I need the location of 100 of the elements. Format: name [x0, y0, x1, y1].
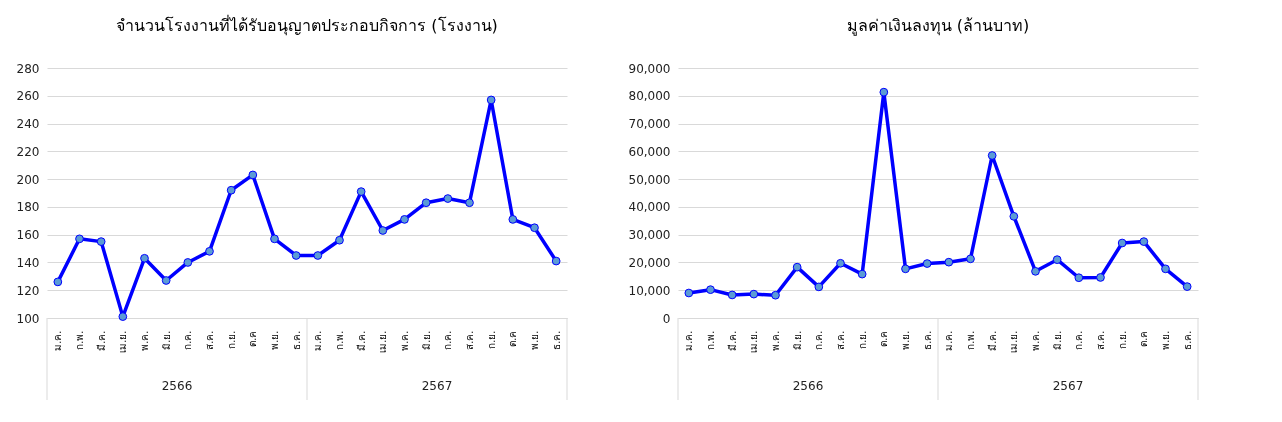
x-tick-label: ก.ค. — [182, 330, 194, 350]
y-tick-label: 30,000 — [628, 228, 671, 243]
point — [771, 290, 780, 300]
x-tick-label: ส.ค. — [204, 330, 215, 350]
point — [1031, 266, 1040, 276]
x-tick-label: ต.ค — [507, 330, 519, 347]
x-tick-label: ส.ค. — [835, 330, 846, 350]
point — [1161, 264, 1170, 274]
chart-title: จำนวนโรงงานที่ได้รับอนุญาตประกอบกิจการ (โรงงาน) — [116, 14, 498, 36]
x-tick-label: ม.ค. — [683, 330, 695, 351]
x-tick-label: ก.ย. — [856, 330, 868, 349]
point — [161, 276, 171, 285]
x-tick-label: พ.ค. — [1030, 330, 1041, 351]
x-tick-label: พ.ค. — [770, 330, 781, 351]
point — [879, 87, 889, 97]
point — [205, 246, 214, 256]
point — [443, 194, 453, 203]
point — [291, 251, 301, 260]
x-tick-label: ก.ย. — [225, 330, 237, 349]
point — [814, 282, 824, 292]
y-tick-label: 20,000 — [628, 255, 671, 270]
x-tick-label: พ.ค. — [399, 330, 410, 351]
x-tick-label: ก.ย. — [485, 330, 497, 349]
point — [901, 264, 910, 274]
y-tick-label: 260 — [16, 89, 40, 104]
x-tick-label: พ.ค. — [139, 330, 150, 351]
y-tick-label: 120 — [16, 283, 40, 298]
x-tick-label: มี.ค. — [355, 330, 367, 351]
point — [270, 234, 279, 244]
y-tick-label: 0 — [662, 311, 671, 326]
point — [378, 226, 388, 235]
y-tick-label: 80,000 — [628, 89, 671, 104]
point — [421, 198, 431, 208]
y-tick-label: 240 — [16, 117, 40, 132]
x-tick-label: มี.ค. — [726, 330, 738, 351]
y-tick-label: 40,000 — [628, 200, 671, 215]
x-tick-label: ม.ค. — [52, 330, 64, 351]
point — [1139, 237, 1149, 246]
x-tick-label: มี.ค. — [986, 330, 998, 351]
point — [1052, 255, 1062, 265]
y-tick-label: 200 — [16, 172, 40, 187]
point — [727, 290, 737, 300]
x-tick-label: พ.ย. — [900, 330, 911, 350]
point — [313, 251, 323, 260]
point — [836, 258, 845, 268]
text: 2566 — [792, 379, 824, 393]
x-tick-label: พ.ย. — [529, 330, 540, 350]
x-tick-label: เม.ย. — [377, 330, 389, 353]
y-tick-label: 100 — [16, 311, 40, 326]
x-tick-label: ก.ค. — [1073, 330, 1085, 350]
x-tick-label: ต.ค — [1138, 330, 1150, 347]
x-tick-label: พ.ย. — [269, 330, 280, 350]
point — [1117, 238, 1127, 248]
x-tick-label: เม.ย. — [748, 330, 760, 353]
x-tick-label: ม.ค. — [312, 330, 324, 351]
point — [486, 95, 496, 105]
x-tick-label: ม.ค. — [943, 330, 955, 351]
x-tick-label: ธ.ค. — [290, 330, 302, 350]
text: 2567 — [1052, 379, 1084, 393]
point — [226, 185, 236, 195]
point — [1096, 273, 1105, 282]
point — [96, 237, 106, 246]
point — [1009, 211, 1019, 221]
x-tick-label: ธ.ค. — [921, 330, 933, 350]
point — [987, 151, 997, 160]
point — [400, 215, 409, 224]
x-tick-label: ก.พ. — [74, 330, 85, 350]
y-tick-label: 70,000 — [628, 117, 671, 132]
x-tick-label: ส.ค. — [1095, 330, 1106, 350]
point — [356, 187, 366, 196]
x-tick-label: เม.ย. — [1008, 330, 1020, 353]
x-tick-label: ต.ค — [247, 330, 259, 347]
point — [53, 277, 63, 287]
x-tick-label: ก.ค. — [442, 330, 454, 350]
y-tick-label: 10,000 — [628, 283, 671, 298]
y-tick-label: 140 — [16, 255, 40, 270]
point — [944, 257, 954, 267]
x-tick-label: ก.พ. — [965, 330, 976, 350]
text: 2566 — [161, 379, 193, 393]
x-tick-label: มิ.ย. — [791, 330, 803, 350]
point — [118, 312, 128, 321]
x-tick-label: ก.ค. — [813, 330, 825, 350]
point — [706, 285, 715, 295]
point — [551, 256, 561, 266]
point — [183, 258, 193, 267]
x-tick-label: ธ.ค. — [1181, 330, 1193, 350]
chart-title: มูลค่าเงินลงทุน (ล้านบาท) — [846, 16, 1030, 36]
point — [922, 259, 932, 268]
point — [1182, 282, 1192, 291]
point — [749, 289, 759, 299]
x-tick-label: มิ.ย. — [420, 330, 432, 350]
point — [248, 170, 258, 180]
x-tick-label: มิ.ย. — [1051, 330, 1063, 350]
x-tick-label: ก.ย. — [1116, 330, 1128, 349]
y-tick-label: 220 — [16, 144, 40, 159]
y-tick-label: 180 — [16, 200, 40, 215]
point — [530, 223, 539, 233]
point — [684, 288, 694, 298]
point — [1074, 273, 1084, 283]
x-tick-label: เม.ย. — [117, 330, 129, 353]
